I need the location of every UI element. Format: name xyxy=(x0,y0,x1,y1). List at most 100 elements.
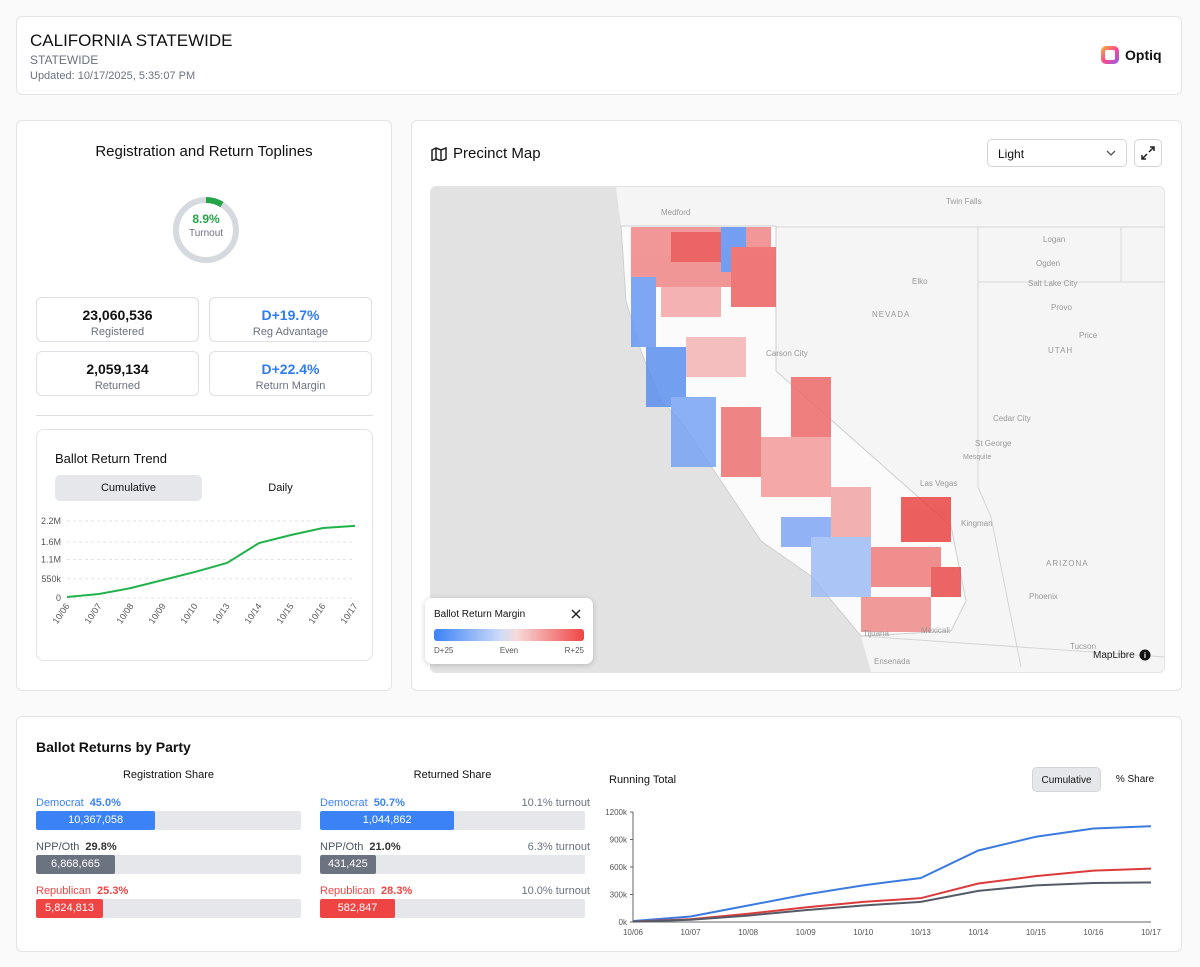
map-label: Twin Falls xyxy=(946,197,982,206)
info-icon[interactable] xyxy=(1139,649,1151,661)
page-title: CALIFORNIA STATEWIDE xyxy=(30,31,233,50)
party-share: 50.7% xyxy=(373,797,405,809)
party-turnout: 10.0% turnout xyxy=(521,885,591,897)
party-turnout: 10.1% turnout xyxy=(521,797,591,809)
x-tick-label: 10/08 xyxy=(738,928,759,937)
map-label: UTAH xyxy=(1048,346,1073,355)
map-label: Medford xyxy=(661,208,690,217)
legend-title: Ballot Return Margin xyxy=(434,609,526,620)
bar-track: 10,367,058 xyxy=(36,811,301,830)
toplines-card: Registration and Return Toplines 8.9% Tu… xyxy=(16,120,392,691)
chart-title: Ballot Return Trend xyxy=(55,451,168,466)
y-tick-label: 1200k xyxy=(605,808,628,817)
legend-min: D+25 xyxy=(434,646,454,655)
stat-box: D+22.4% Return Margin xyxy=(209,351,372,396)
bar-track: 1,044,862 xyxy=(320,811,585,830)
divider xyxy=(36,415,373,416)
bar: 10,367,058 xyxy=(36,811,156,830)
x-tick-label: 10/15 xyxy=(1026,928,1047,937)
map-label: Mesquite xyxy=(963,454,992,461)
stat-box: D+19.7% Reg Advantage xyxy=(209,297,372,342)
bar-track: 582,847 xyxy=(320,899,585,918)
tab[interactable]: Cumulative xyxy=(1032,767,1101,792)
section-title: Ballot Returns by Party xyxy=(36,739,191,755)
expand-button[interactable] xyxy=(1134,139,1162,167)
header-card: CALIFORNIA STATEWIDE STATEWIDE Updated: … xyxy=(16,16,1182,95)
stat-box: 23,060,536 Registered xyxy=(36,297,199,342)
stat-value: D+19.7% xyxy=(261,307,320,323)
precinct-shading xyxy=(631,227,961,632)
bar-track: 6,868,665 xyxy=(36,855,301,874)
updated: Updated: 10/17/2025, 5:35:07 PM xyxy=(30,70,196,82)
map-label: Salt Lake City xyxy=(1028,279,1077,288)
stat-label: Reg Advantage xyxy=(252,326,329,338)
map-label: Carson City xyxy=(766,349,808,358)
party-label: Democrat 50.7% xyxy=(320,797,405,809)
map-label: ARIZONA xyxy=(1046,559,1089,568)
party-label: NPP/Oth 21.0% xyxy=(320,841,401,853)
brand: Optiq xyxy=(1125,47,1162,63)
party-turnout: 6.3% turnout xyxy=(527,841,590,853)
tab[interactable]: Daily xyxy=(268,482,293,494)
party-name: Democrat xyxy=(36,797,84,809)
trend-chart: 0 550k 1.1M 1.6M 2.2M 10/06 10/07 10/08 10/09 10/… xyxy=(41,516,360,626)
stat-value: 2,059,134 xyxy=(86,361,149,377)
map-label: Ensenada xyxy=(874,657,911,666)
bar-track: 431,425 xyxy=(320,855,585,874)
precinct-map: Medford Twin Falls Logan Ogden Salt Lake… xyxy=(430,186,1165,673)
map-label: Cedar City xyxy=(993,414,1031,423)
subtitle: STATEWIDE xyxy=(30,53,99,67)
x-tick-label: 10/16 xyxy=(1083,928,1104,937)
legend-mid: Even xyxy=(499,646,519,655)
x-tick-label: 10/10 xyxy=(179,601,200,625)
stat-box: 2,059,134 Returned xyxy=(36,351,199,396)
style-select[interactable]: Light xyxy=(987,139,1127,167)
y-tick-label: 550k xyxy=(41,574,61,584)
x-tick-label: 10/17 xyxy=(339,601,360,625)
party-name: Democrat xyxy=(320,797,368,809)
stat-label: Returned xyxy=(94,380,141,392)
x-tick-label: 10/09 xyxy=(796,928,817,937)
x-tick-label: 10/07 xyxy=(681,928,702,937)
x-tick-label: 10/14 xyxy=(968,928,989,937)
bar: 1,044,862 xyxy=(320,811,455,830)
party-label: Democrat 45.0% xyxy=(36,797,121,809)
y-tick-label: 900k xyxy=(610,836,628,845)
x-tick-label: 10/06 xyxy=(623,928,644,937)
map-label: Elko xyxy=(912,277,928,286)
party-share: 29.8% xyxy=(85,841,117,853)
bar: 5,824,813 xyxy=(36,899,104,918)
stat-value: D+22.4% xyxy=(261,361,320,377)
x-tick-label: 10/13 xyxy=(211,601,232,625)
map-icon xyxy=(431,147,447,161)
map-label: Provo xyxy=(1051,303,1072,312)
bar: 6,868,665 xyxy=(36,855,115,874)
x-tick-label: 10/07 xyxy=(83,601,104,625)
party-card: Ballot Returns by Party Registration Sha… xyxy=(16,716,1182,952)
map-labels: Medford Twin Falls Logan Ogden Salt Lake… xyxy=(661,197,1098,666)
map-label: NEVADA xyxy=(872,310,910,319)
map-label: Phoenix xyxy=(1029,592,1058,601)
map-label: Logan xyxy=(1043,235,1065,244)
map-legend: Ballot Return Margin D+25 Even R+25 xyxy=(425,598,593,664)
party-label: NPP/Oth 29.8% xyxy=(36,841,117,853)
party-name: Republican xyxy=(36,885,92,897)
y-tick-label: 2.2M xyxy=(41,516,61,526)
y-tick-label: 300k xyxy=(610,891,628,900)
map-label: Las Vegas xyxy=(920,479,957,488)
tab[interactable]: Cumulative xyxy=(55,475,202,501)
donut-arc xyxy=(173,197,239,263)
y-tick-label: 600k xyxy=(610,863,628,872)
party-name: NPP/Oth xyxy=(320,841,364,853)
stat-label: Return Margin xyxy=(255,380,326,392)
x-tick-label: 10/14 xyxy=(243,601,264,625)
tab[interactable]: % Share xyxy=(1115,774,1155,785)
map-label: Ogden xyxy=(1036,259,1060,268)
chevron xyxy=(1106,150,1116,156)
x-tick-label: 10/09 xyxy=(147,601,168,625)
map-label: Tucson xyxy=(1070,642,1096,651)
x-tick-label: 10/08 xyxy=(115,601,136,625)
party-name: Republican xyxy=(320,885,376,897)
legend-close[interactable] xyxy=(571,609,581,619)
